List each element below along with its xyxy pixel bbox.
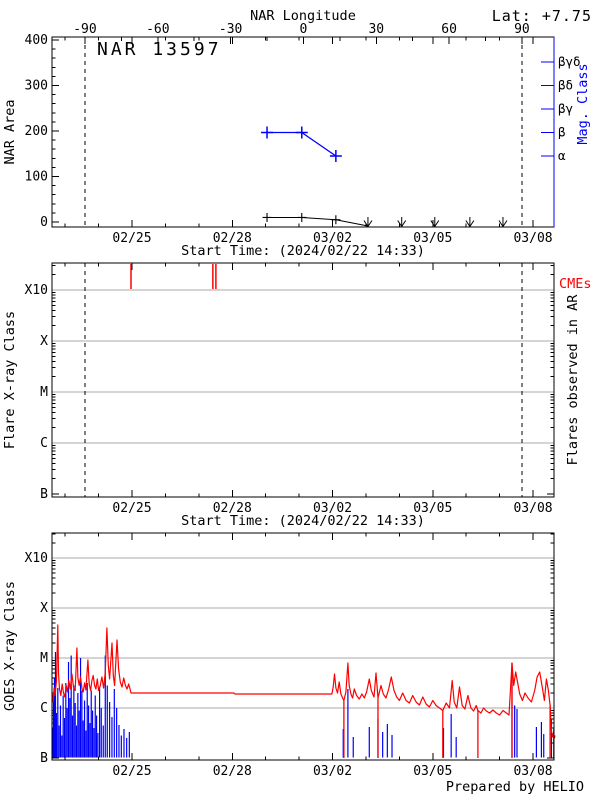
p2-class-axis: B C M X X10 xyxy=(25,265,554,502)
p3-y-axis-title: GOES X-ray Class xyxy=(2,581,18,711)
p1-x-axis-title: Start Time: (2024/02/22 14:33) xyxy=(181,243,425,259)
tick-label: 90 xyxy=(514,22,530,37)
tick-label: 03/05 xyxy=(413,764,452,779)
goes-long-channel xyxy=(51,624,556,758)
tick-label: 03/05 xyxy=(413,501,452,516)
tick-label: 60 xyxy=(441,22,457,37)
area-series xyxy=(262,212,508,227)
tick-label: C xyxy=(40,701,48,716)
tick-label: βδ xyxy=(558,78,573,93)
panel-nar-area: -90 -60 -30 0 30 60 90 02/25 02/28 03/02 03/05 03/0… xyxy=(25,22,581,246)
p2-limb-lines xyxy=(84,263,523,497)
tick-label: X xyxy=(40,601,48,616)
tick-label: 03/02 xyxy=(313,501,352,516)
panel-goes-xray: B C M X X10 02/25 02/28 03/02 03/05 03/08 xyxy=(25,532,556,779)
tick-label: 0 xyxy=(300,22,308,37)
tick-label: -30 xyxy=(219,22,242,37)
p2-x-axis-title: Start Time: (2024/02/22 14:33) xyxy=(181,513,425,529)
mag-class-series xyxy=(261,126,342,162)
tick-label: M xyxy=(40,385,48,400)
p1-y2-axis-title: Mag. Class xyxy=(575,63,591,144)
tick-label: X xyxy=(40,334,48,349)
tick-label: C xyxy=(40,436,48,451)
mag-class-axis: αβ βγ βδ βγδ xyxy=(541,54,581,163)
tick-label: 02/28 xyxy=(213,764,252,779)
tick-label: 100 xyxy=(25,170,48,185)
p2-time-axis: 02/25 02/28 03/02 03/05 03/08 xyxy=(64,263,553,516)
tick-label: 03/02 xyxy=(313,231,352,246)
tick-label: 03/08 xyxy=(513,231,552,246)
tick-label: 03/05 xyxy=(413,231,452,246)
tick-label: 200 xyxy=(25,124,48,139)
tick-label: 02/25 xyxy=(112,231,151,246)
p1-y-axis-title: NAR Area xyxy=(2,99,18,164)
tick-label: 02/25 xyxy=(112,764,151,779)
tick-label: 02/28 xyxy=(213,501,252,516)
tick-label: βγδ xyxy=(558,54,581,69)
tick-label: β xyxy=(558,125,566,140)
tick-label: 03/02 xyxy=(313,764,352,779)
tick-label: 02/25 xyxy=(112,501,151,516)
tick-label: 03/08 xyxy=(513,764,552,779)
area-axis: 0 100 200 300 400 xyxy=(25,33,59,230)
p3-time-axis: 02/25 02/28 03/02 03/05 03/08 xyxy=(64,533,553,779)
cmes-label: CMEs xyxy=(559,276,592,292)
tick-label: B xyxy=(40,751,48,766)
page-title: NAR 13597 xyxy=(97,39,222,60)
tick-label: 300 xyxy=(25,79,48,94)
tick-label: 0 xyxy=(40,215,48,230)
p1-time-axis: 02/25 02/28 03/02 03/05 03/08 xyxy=(64,37,553,246)
panel-flare-xray: B C M X X10 02/25 02/28 03/02 03/05 03/08 xyxy=(25,262,555,516)
tick-label: -60 xyxy=(146,22,169,37)
p2-y-axis-title: Flare X-ray Class xyxy=(2,311,18,449)
tick-label: 03/08 xyxy=(513,501,552,516)
p3-class-axis: B C M X X10 xyxy=(25,533,554,766)
longitude-axis: -90 -60 -30 0 30 60 90 xyxy=(73,22,530,44)
cme-ticks xyxy=(130,264,217,289)
tick-label: B xyxy=(40,487,48,502)
tick-label: 30 xyxy=(368,22,384,37)
footer-credit: Prepared by HELIO xyxy=(446,779,584,795)
tick-label: βγ xyxy=(558,101,573,116)
tick-label: X10 xyxy=(25,283,48,298)
tick-label: 02/28 xyxy=(213,231,252,246)
p3-frame xyxy=(51,532,555,761)
tick-label: M xyxy=(40,651,48,666)
p2-frame xyxy=(51,262,555,498)
tick-label: 400 xyxy=(25,33,48,48)
lat-value: Lat: +7.75 xyxy=(492,7,592,25)
top-axis-title: NAR Longitude xyxy=(250,8,356,24)
tick-label: -90 xyxy=(73,22,96,37)
p2-right-axis-title: Flares observed in AR xyxy=(565,294,581,466)
tick-label: X10 xyxy=(25,551,48,566)
tick-label: α xyxy=(558,148,566,163)
goes-short-channel xyxy=(51,652,555,758)
